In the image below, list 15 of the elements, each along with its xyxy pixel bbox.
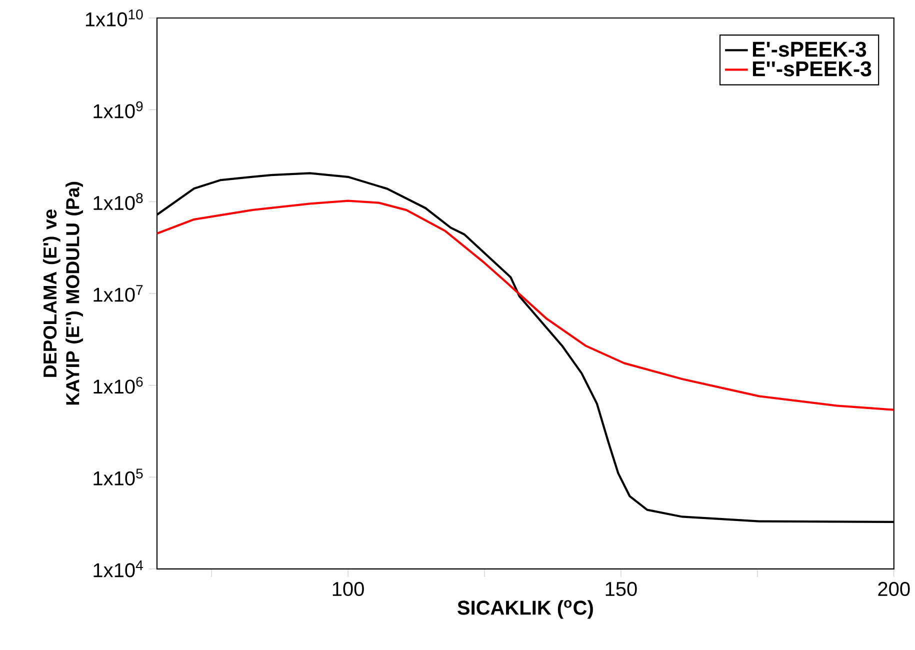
y-tick-label: 1x10$^{9}$ [94,101,143,118]
y-axis-title: DEPOLAMA (E') ve KAYIP (E'') MODULU (Pa) [42,182,83,405]
x-axis-title: SICAKLIK ($^{o}$C) [458,600,593,619]
y-tick-label: 1x10$^{10}$ [86,10,143,27]
x-tick-label: 200 [878,582,910,596]
legend-label: E'-sPEEK-3 [752,42,866,57]
y-tick-label: 1x10$^{7}$ [94,285,143,302]
line-series [156,200,894,411]
y-tick-label: 1x10$^{5}$ [94,468,143,486]
y-tick-label: 1x10$^{6}$ [94,376,143,394]
y-tick-label: 1x10$^{4}$ [94,560,143,578]
x-tick-label: 100 [332,582,364,596]
x-tick-label: 150 [606,582,637,596]
legend-label: E''-sPEEK-3 [752,61,872,76]
y-tick-label: 1x10$^{8}$ [94,193,143,210]
